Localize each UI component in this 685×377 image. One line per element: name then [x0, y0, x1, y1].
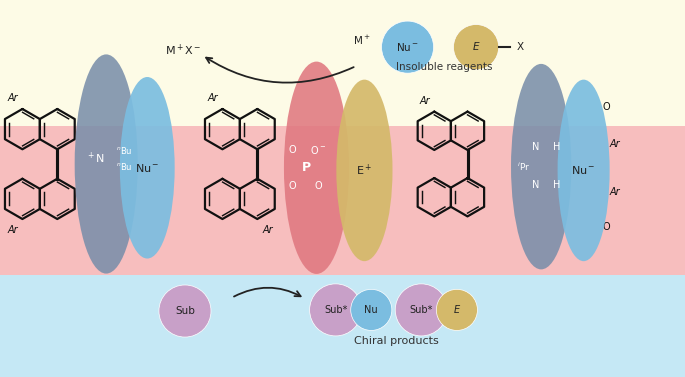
Ellipse shape — [120, 77, 175, 259]
Text: Sub*: Sub* — [324, 305, 347, 315]
Text: H: H — [553, 143, 560, 152]
Ellipse shape — [382, 21, 434, 73]
Text: X: X — [517, 42, 524, 52]
Text: Ar: Ar — [609, 139, 620, 149]
Text: E: E — [454, 305, 460, 315]
Text: O: O — [288, 181, 297, 191]
Text: $^+$N: $^+$N — [86, 151, 105, 166]
Ellipse shape — [453, 25, 499, 70]
Ellipse shape — [351, 289, 392, 331]
Text: Nu$^-$: Nu$^-$ — [571, 164, 596, 176]
Text: O: O — [288, 145, 297, 155]
Text: Ar: Ar — [207, 93, 218, 103]
Text: E: E — [473, 42, 480, 52]
Ellipse shape — [511, 64, 571, 270]
Text: $^n$Bu: $^n$Bu — [116, 161, 133, 172]
Text: O$^-$: O$^-$ — [310, 144, 327, 156]
Ellipse shape — [395, 284, 447, 336]
Text: Sub: Sub — [175, 306, 195, 316]
Ellipse shape — [436, 289, 477, 331]
Ellipse shape — [310, 284, 362, 336]
Text: O: O — [602, 222, 610, 232]
Text: N: N — [532, 143, 539, 152]
Ellipse shape — [284, 61, 349, 274]
Text: H: H — [553, 181, 560, 190]
Text: Ar: Ar — [609, 187, 620, 196]
Text: $^n$Bu: $^n$Bu — [116, 145, 133, 156]
Ellipse shape — [336, 80, 393, 261]
Text: M$^+$X$^-$: M$^+$X$^-$ — [165, 43, 202, 58]
Ellipse shape — [75, 54, 138, 274]
Text: O: O — [602, 103, 610, 112]
Text: $^i$Pr: $^i$Pr — [517, 161, 531, 173]
Ellipse shape — [558, 80, 610, 261]
Text: Ar: Ar — [419, 96, 430, 106]
Text: O: O — [314, 181, 323, 191]
Text: Ar: Ar — [7, 93, 18, 103]
Text: N: N — [532, 181, 539, 190]
Text: Chiral products: Chiral products — [353, 336, 438, 346]
Text: P: P — [301, 161, 311, 174]
Text: Nu$^-$: Nu$^-$ — [396, 41, 419, 53]
Text: Nu$^-$: Nu$^-$ — [135, 162, 160, 174]
Ellipse shape — [159, 285, 211, 337]
Text: E$^+$: E$^+$ — [356, 163, 373, 178]
Text: Sub*: Sub* — [410, 305, 433, 315]
Text: Nu: Nu — [364, 305, 378, 315]
Text: M$^+$: M$^+$ — [353, 34, 371, 47]
Bar — [0, 126, 685, 275]
Text: Insoluble reagents: Insoluble reagents — [396, 62, 492, 72]
Text: Ar: Ar — [262, 225, 273, 235]
Bar — [0, 275, 685, 377]
Text: Ar: Ar — [7, 225, 18, 235]
